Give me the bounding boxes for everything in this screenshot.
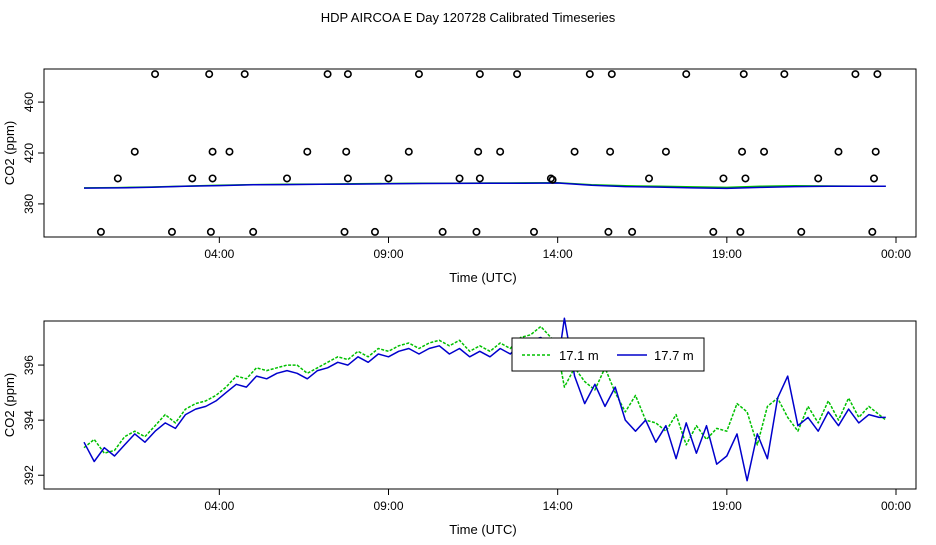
- data-point: [225, 147, 234, 156]
- data-point: [645, 174, 654, 183]
- data-point: [851, 70, 860, 79]
- y-tick-label: 392: [22, 465, 36, 485]
- data-point: [873, 70, 882, 79]
- data-point: [570, 147, 579, 156]
- x-tick-label: 09:00: [373, 499, 403, 513]
- data-point: [797, 227, 806, 236]
- legend: 17.1 m 17.7 m: [511, 337, 705, 372]
- data-point: [340, 227, 349, 236]
- data-point: [384, 174, 393, 183]
- x-tick-label: 14:00: [543, 499, 573, 513]
- y-tick-label: 396: [22, 355, 36, 375]
- scatter-panel: Time (UTC) CO2 (ppm) 04:00 09:00 14:00 19:0…: [2, 68, 917, 285]
- x-tick-label: 00:00: [881, 247, 911, 261]
- x-axis: 04:00 09:00 14:00 19:00 00:00: [204, 237, 911, 261]
- data-point: [548, 175, 557, 184]
- y-axis: 392 394 396: [22, 355, 44, 485]
- plot-area: [83, 317, 887, 482]
- data-point: [834, 147, 843, 156]
- data-point: [871, 147, 880, 156]
- data-point: [167, 227, 176, 236]
- data-point: [760, 147, 769, 156]
- data-point: [475, 174, 484, 183]
- data-point: [780, 70, 789, 79]
- plot-frame: [43, 320, 917, 490]
- y-tick-label: 380: [22, 194, 36, 214]
- y-tick-label: 460: [22, 92, 36, 112]
- data-point: [513, 70, 522, 79]
- data-point: [343, 174, 352, 183]
- series-line-blue: [83, 317, 886, 482]
- y-tick-label: 394: [22, 410, 36, 430]
- x-tick-label: 09:00: [373, 247, 403, 261]
- y-axis: 380 420 460: [22, 92, 44, 214]
- x-tick-label: 19:00: [712, 247, 742, 261]
- data-point: [814, 174, 823, 183]
- x-tick-label: 14:00: [543, 247, 573, 261]
- chart-title: HDP AIRCOA E Day 120728 Calibrated Times…: [321, 10, 616, 25]
- data-point: [739, 70, 748, 79]
- data-point: [607, 70, 616, 79]
- x-axis: 04:00 09:00 14:00 19:00 00:00: [204, 489, 911, 513]
- data-point: [741, 174, 750, 183]
- line-panel: Time (UTC) CO2 (ppm) 04:00 09:00 14:00 19:0…: [2, 317, 917, 537]
- data-point: [606, 147, 615, 156]
- data-point: [343, 70, 352, 79]
- data-point: [682, 70, 691, 79]
- data-point: [474, 147, 483, 156]
- series-line-green: [83, 325, 887, 454]
- data-point: [208, 174, 217, 183]
- data-point: [370, 227, 379, 236]
- data-point: [585, 70, 594, 79]
- y-axis-label: CO2 (ppm): [2, 121, 17, 185]
- data-point: [438, 227, 447, 236]
- data-point: [472, 227, 481, 236]
- data-point: [130, 147, 139, 156]
- y-axis-label: CO2 (ppm): [2, 373, 17, 437]
- data-point: [342, 147, 351, 156]
- data-point: [113, 174, 122, 183]
- x-tick-label: 04:00: [204, 247, 234, 261]
- y-tick-label: 420: [22, 143, 36, 163]
- data-point: [661, 147, 670, 156]
- x-axis-label: Time (UTC): [449, 522, 516, 537]
- x-tick-label: 04:00: [204, 499, 234, 513]
- data-point: [249, 227, 258, 236]
- data-point: [475, 70, 484, 79]
- data-point: [529, 227, 538, 236]
- data-point: [709, 227, 718, 236]
- data-point: [205, 70, 214, 79]
- plot-frame: [43, 68, 917, 238]
- data-point: [323, 70, 332, 79]
- series-line-blue: [83, 182, 886, 190]
- x-axis-label: Time (UTC): [449, 270, 516, 285]
- data-point: [628, 227, 637, 236]
- data-point: [404, 147, 413, 156]
- legend-label-green: 17.1 m: [559, 348, 599, 363]
- data-point: [206, 227, 215, 236]
- data-point: [96, 227, 105, 236]
- x-tick-label: 00:00: [881, 499, 911, 513]
- legend-label-blue: 17.7 m: [654, 348, 694, 363]
- data-point: [870, 174, 879, 183]
- data-point: [208, 147, 217, 156]
- data-point: [736, 227, 745, 236]
- data-point: [738, 147, 747, 156]
- x-tick-label: 19:00: [712, 499, 742, 513]
- data-point: [188, 174, 197, 183]
- data-point: [604, 227, 613, 236]
- plot-area: [83, 70, 886, 236]
- data-point: [455, 174, 464, 183]
- data-point: [414, 70, 423, 79]
- data-point: [282, 174, 291, 183]
- data-point: [303, 147, 312, 156]
- data-point: [719, 174, 728, 183]
- data-point: [151, 70, 160, 79]
- data-point: [868, 227, 877, 236]
- data-point: [240, 70, 249, 79]
- data-point: [496, 147, 505, 156]
